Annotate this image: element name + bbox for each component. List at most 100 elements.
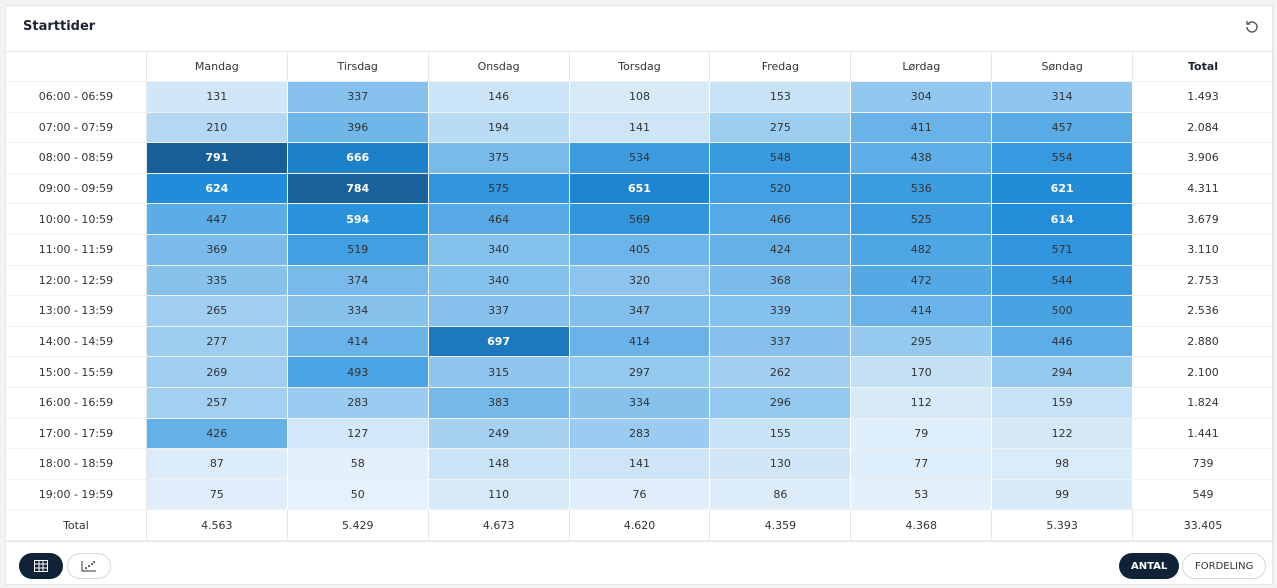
row-label: 19:00 - 19:59 [6,479,147,511]
heat-cell: 464 [428,204,570,235]
count-button[interactable]: ANTAL [1119,553,1180,579]
heat-cell: 396 [287,112,429,144]
row-total: 2.753 [1133,265,1274,297]
row-total: 3.110 [1133,234,1274,266]
chart-view-button[interactable] [67,553,111,579]
heat-cell: 315 [428,357,570,388]
heat-cell: 536 [851,173,993,205]
card: Starttider Mandag Tirsdag Onsdag Torsdag Fre… [5,5,1274,585]
heat-cell: 112 [851,387,993,419]
heat-cell: 314 [992,82,1134,113]
heat-cell: 87 [146,449,288,480]
heat-cell: 447 [146,204,288,235]
heat-cell: 544 [992,265,1134,297]
heat-cell: 76 [569,479,711,511]
heat-cell: 108 [569,82,711,113]
heat-cell: 548 [710,143,852,174]
column-total: 4.673 [428,510,570,541]
heat-cell: 457 [992,112,1134,144]
heat-cell: 297 [569,357,711,388]
heat-cell: 414 [569,326,711,358]
row-label: 11:00 - 11:59 [6,234,147,266]
heat-cell: 275 [710,112,852,144]
row-total: 1.493 [1133,82,1274,113]
heat-cell: 374 [287,265,429,297]
row-label: 06:00 - 06:59 [6,82,147,113]
heat-cell: 257 [146,387,288,419]
table-view-button[interactable] [19,553,63,579]
heat-cell: 405 [569,234,711,266]
row-total: 1.441 [1133,418,1274,450]
heat-cell: 153 [710,82,852,113]
heat-cell: 519 [287,234,429,266]
heat-cell: 75 [146,479,288,511]
heat-cell: 466 [710,204,852,235]
heat-cell: 122 [992,418,1134,450]
heat-cell: 295 [851,326,993,358]
heat-cell: 594 [287,204,429,235]
card-title: Starttider [23,19,96,34]
column-header: Fredag [710,52,852,82]
column-header: Onsdag [428,52,570,82]
heatmap-table: Mandag Tirsdag Onsdag Torsdag Fredag Lørdag Sø… [6,51,1274,542]
heat-cell: 784 [287,173,429,205]
row-label: 16:00 - 16:59 [6,387,147,419]
table-icon [34,560,48,572]
column-total: 4.368 [851,510,993,541]
heat-cell: 335 [146,265,288,297]
heat-cell: 283 [287,387,429,419]
heat-cell: 53 [851,479,993,511]
heat-cell: 472 [851,265,993,297]
row-total: 739 [1133,449,1274,480]
chart-icon [81,561,96,572]
row-label: 10:00 - 10:59 [6,204,147,235]
heat-cell: 146 [428,82,570,113]
heat-cell: 294 [992,357,1134,388]
heat-cell: 334 [569,387,711,419]
row-label: 17:00 - 17:59 [6,418,147,450]
column-header: Lørdag [851,52,993,82]
heat-cell: 337 [287,82,429,113]
column-header: Mandag [146,52,288,82]
heat-cell: 141 [569,112,711,144]
heat-cell: 296 [710,387,852,419]
heat-cell: 369 [146,234,288,266]
heat-cell: 446 [992,326,1134,358]
heat-cell: 99 [992,479,1134,511]
distribution-button[interactable]: FORDELING [1182,553,1267,579]
heat-cell: 383 [428,387,570,419]
column-header: Total [1133,52,1274,82]
row-label: 15:00 - 15:59 [6,357,147,388]
heat-cell: 340 [428,234,570,266]
heat-cell: 493 [287,357,429,388]
heat-cell: 320 [569,265,711,297]
heat-cell: 337 [710,326,852,358]
heat-cell: 262 [710,357,852,388]
heat-cell: 110 [428,479,570,511]
heat-cell: 624 [146,173,288,205]
heat-cell: 375 [428,143,570,174]
heat-cell: 249 [428,418,570,450]
heat-cell: 50 [287,479,429,511]
row-total: 1.824 [1133,387,1274,419]
heat-cell: 424 [710,234,852,266]
heat-cell: 411 [851,112,993,144]
heat-cell: 58 [287,449,429,480]
heat-cell: 426 [146,418,288,450]
heat-cell: 127 [287,418,429,450]
heat-cell: 269 [146,357,288,388]
heat-cell: 697 [428,326,570,358]
column-total: 4.359 [710,510,852,541]
column-total: 5.393 [992,510,1134,541]
heat-cell: 141 [569,449,711,480]
heat-cell: 304 [851,82,993,113]
row-total: 3.679 [1133,204,1274,235]
heat-cell: 651 [569,173,711,205]
heat-cell: 482 [851,234,993,266]
heat-cell: 614 [992,204,1134,235]
heat-cell: 337 [428,296,570,327]
refresh-icon[interactable] [1244,19,1260,35]
heat-cell: 500 [992,296,1134,327]
heat-cell: 277 [146,326,288,358]
heat-cell: 534 [569,143,711,174]
